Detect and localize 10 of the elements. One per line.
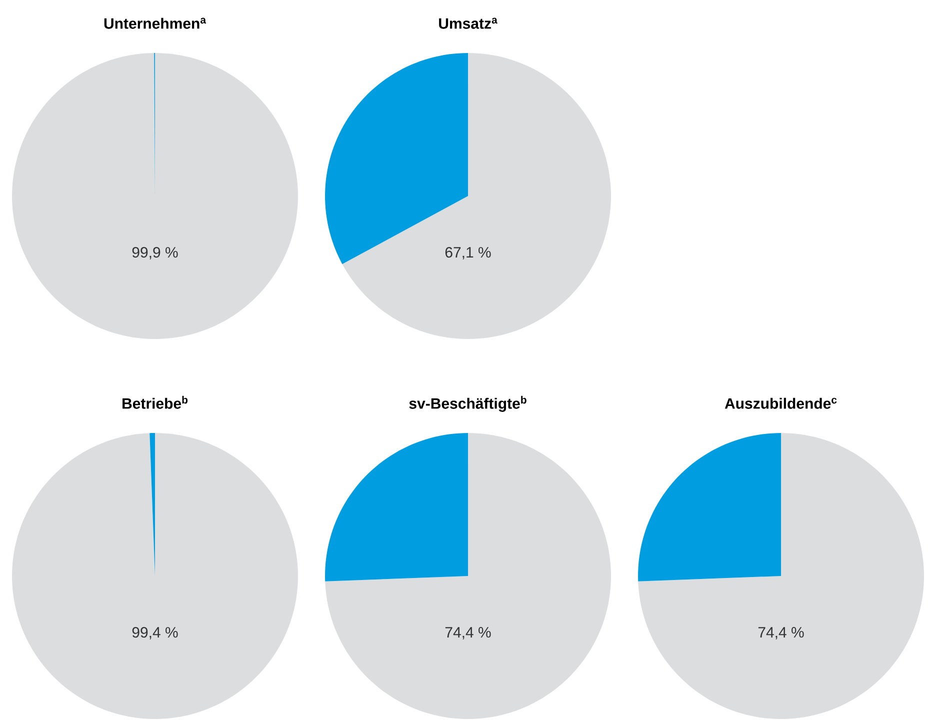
data-label: 74,4 % (445, 627, 491, 640)
data-label: 99,4 % (132, 627, 178, 640)
data-label: 74,4 % (758, 627, 804, 640)
chart-title: Unternehmen$^{a}$ (104, 18, 206, 29)
chart-title: Umsatz$^{a}$ (439, 18, 498, 29)
data-label: 67,1 % (445, 246, 491, 260)
data-label: 99,9 % (132, 246, 178, 260)
chart-title: sv-Beschäftigte$^{b}$ (409, 396, 526, 412)
chart-title: Auszubildende$^{c}$ (724, 398, 837, 409)
chart-title: Betriebe$^{b}$ (122, 396, 188, 409)
